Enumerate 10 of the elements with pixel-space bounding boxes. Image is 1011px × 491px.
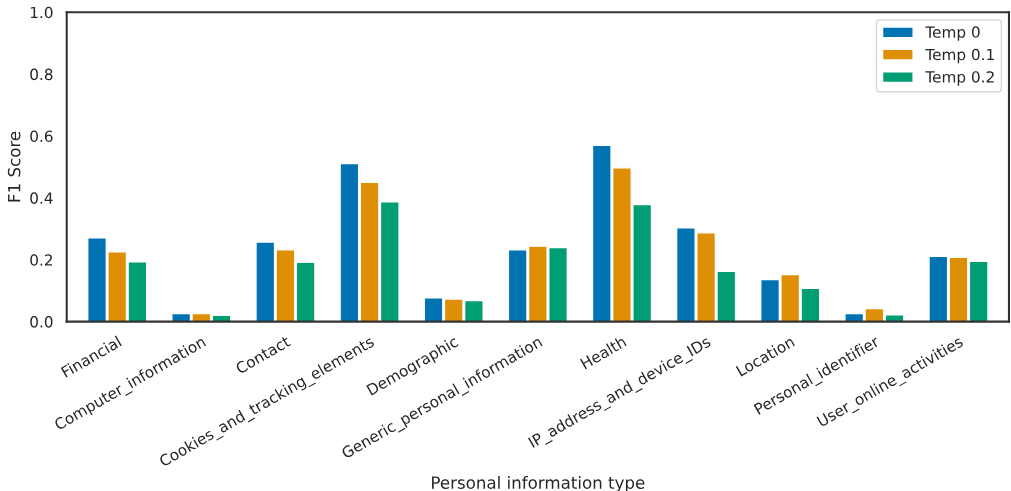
y-tick-label: 0.6 (30, 130, 53, 143)
y-tick-label: 1.0 (30, 6, 53, 19)
legend-label: Temp 0 (925, 26, 980, 41)
y-tick-label: 0.8 (30, 68, 53, 81)
legend-label: Temp 0.1 (925, 48, 994, 64)
y-tick-label: 0.2 (30, 254, 52, 266)
y-axis-title: F1 Score (7, 131, 21, 202)
legend-label: Temp 0.2 (925, 71, 994, 86)
y-tick-label: 0.4 (30, 192, 53, 204)
y-tick-label: 0.0 (30, 316, 53, 328)
